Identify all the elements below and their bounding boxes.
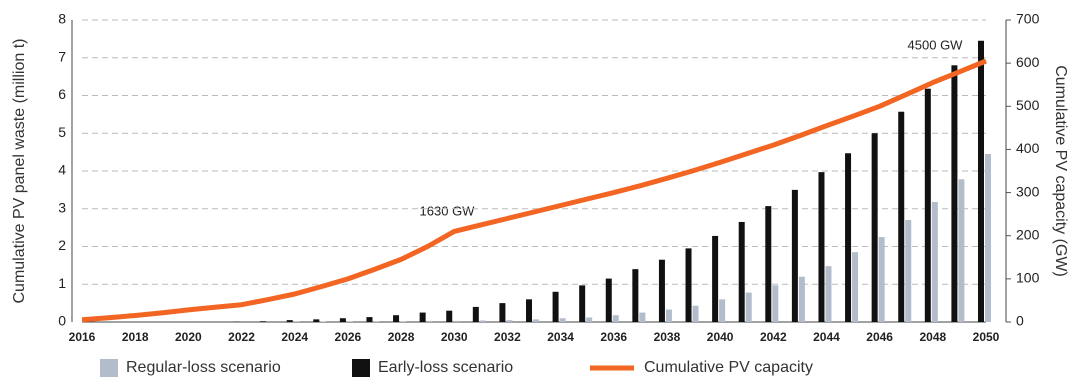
- y-tick-label: 2: [58, 237, 66, 253]
- bar: [951, 65, 958, 323]
- bar: [472, 306, 479, 322]
- bar: [852, 252, 859, 322]
- y2-tick-label: 600: [1016, 54, 1040, 70]
- bar: [373, 321, 380, 322]
- y-tick-label: 3: [58, 199, 66, 215]
- x-tick-label: 2024: [281, 330, 308, 344]
- bar: [552, 291, 559, 322]
- y2-tick-label: 100: [1016, 270, 1040, 286]
- x-tick-label: 2042: [760, 330, 787, 344]
- line: [81, 58, 987, 323]
- bar: [798, 276, 805, 322]
- bar: [506, 320, 513, 322]
- bar: [658, 259, 665, 322]
- bar: [393, 315, 400, 322]
- bar: [958, 179, 965, 322]
- bar: [426, 320, 433, 322]
- x-tick-label: 2034: [547, 330, 574, 344]
- annotation: 1630 GW: [420, 203, 476, 218]
- bar: [978, 40, 984, 322]
- y-axis-title: Cumulative PV panel waste (million t): [11, 39, 28, 304]
- bar: [845, 153, 852, 322]
- bar: [924, 88, 931, 322]
- x-tick-label: 2036: [600, 330, 627, 344]
- bar: [639, 312, 646, 322]
- x-tick-label: 2022: [228, 330, 255, 344]
- bar: [400, 321, 407, 322]
- y-tick-label: 4: [58, 162, 66, 178]
- bar: [878, 237, 885, 322]
- bar: [632, 269, 639, 322]
- y2-axis-title: Cumulative PV capacity (GW): [1052, 65, 1069, 277]
- bar: [931, 201, 938, 322]
- bar: [712, 235, 719, 322]
- bar: [719, 299, 726, 322]
- y-tick-label: 6: [58, 86, 66, 102]
- bar: [366, 317, 373, 322]
- bar: [499, 303, 506, 322]
- y-tick-label: 1: [58, 275, 66, 291]
- bar: [825, 266, 832, 322]
- bar: [685, 248, 692, 322]
- x-tick-label: 2026: [335, 330, 362, 344]
- y2-tick-label: 400: [1016, 140, 1040, 156]
- bar: [871, 133, 878, 322]
- bar: [453, 320, 460, 322]
- legend-swatch: [100, 359, 118, 377]
- bar: [818, 172, 825, 322]
- x-tick-label: 2030: [441, 330, 468, 344]
- y-tick-label: 0: [58, 313, 66, 329]
- bar: [579, 285, 586, 322]
- bar: [526, 299, 532, 322]
- bar: [286, 320, 293, 322]
- x-tick-label: 2050: [973, 330, 1000, 344]
- y-tick-label: 7: [58, 48, 66, 64]
- y-tick-label: 8: [58, 11, 66, 27]
- x-tick-label: 2032: [494, 330, 521, 344]
- legend-label: Early-loss scenario: [378, 359, 513, 376]
- bar: [533, 319, 539, 322]
- bar: [313, 319, 320, 322]
- bar: [612, 315, 619, 322]
- y2-tick-label: 0: [1016, 313, 1024, 329]
- y2-tick-label: 200: [1016, 226, 1040, 242]
- bar: [738, 221, 745, 322]
- x-tick-label: 2044: [813, 330, 840, 344]
- bar: [898, 111, 905, 322]
- bar: [260, 321, 267, 322]
- x-tick-label: 2020: [175, 330, 202, 344]
- bar: [665, 309, 672, 322]
- bar: [586, 317, 593, 322]
- bar: [446, 310, 453, 322]
- x-tick-label: 2046: [866, 330, 893, 344]
- y2-tick-label: 700: [1016, 11, 1040, 27]
- bar: [905, 220, 912, 322]
- x-tick-label: 2028: [388, 330, 415, 344]
- y2-tick-label: 500: [1016, 97, 1040, 113]
- legend-label: Cumulative PV capacity: [644, 359, 813, 376]
- x-tick-label: 2018: [122, 330, 149, 344]
- x-tick-label: 2048: [919, 330, 946, 344]
- bar: [419, 312, 426, 322]
- bar: [745, 292, 752, 322]
- annotation: 4500 GW: [908, 37, 964, 52]
- y2-tick-label: 300: [1016, 183, 1040, 199]
- bar: [985, 154, 991, 322]
- bar: [339, 318, 346, 322]
- x-tick-label: 2016: [69, 330, 96, 344]
- bar: [692, 305, 699, 322]
- legend-label: Regular-loss scenario: [126, 359, 281, 376]
- legend-swatch: [352, 359, 370, 377]
- bar: [772, 285, 779, 322]
- bar: [479, 320, 486, 322]
- bar: [765, 206, 772, 322]
- x-tick-label: 2038: [654, 330, 681, 344]
- x-tick-label: 2040: [707, 330, 734, 344]
- y-tick-label: 5: [58, 124, 66, 140]
- bar: [605, 278, 612, 322]
- bar: [791, 189, 798, 322]
- bar: [559, 318, 566, 322]
